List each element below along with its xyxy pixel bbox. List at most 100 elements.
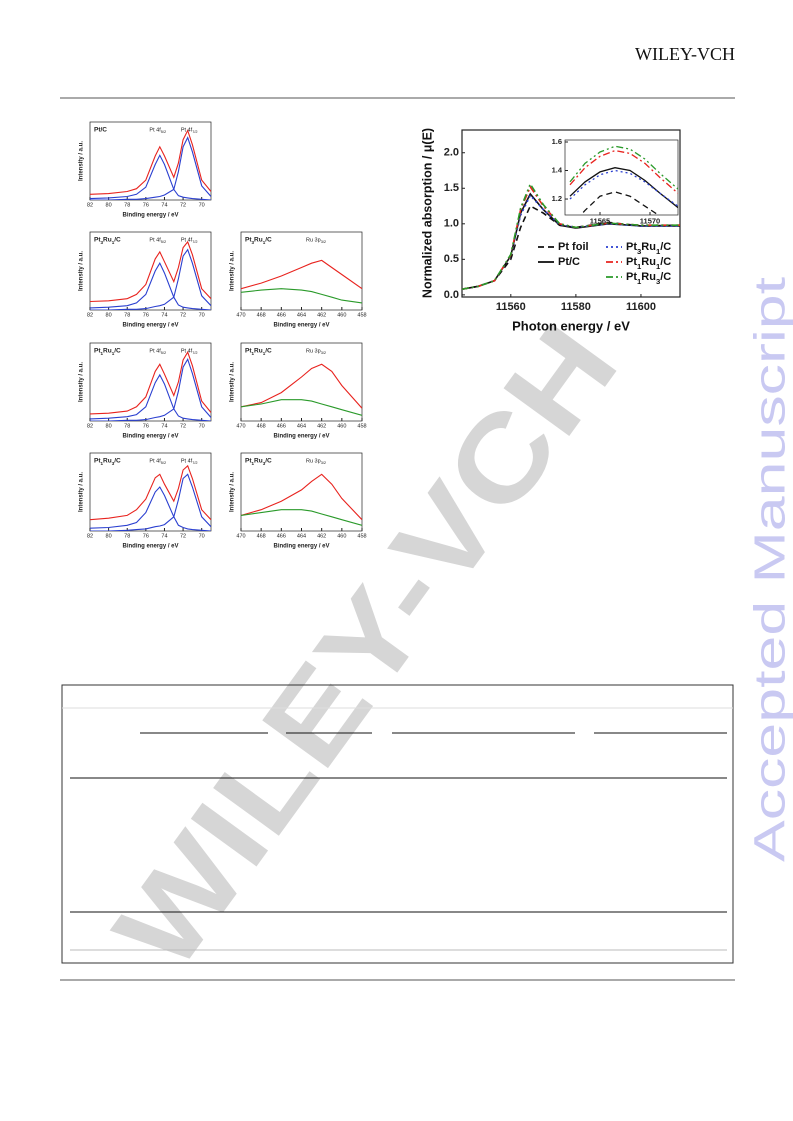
peak-label: Pt 4f5/2 <box>149 458 166 465</box>
x-tick-label: 78 <box>124 312 130 318</box>
y-axis-label: Intensity / a.u. <box>230 251 236 291</box>
legend-label: Pt/C <box>558 256 580 268</box>
plot-frame <box>89 121 212 201</box>
x-tick-label: 464 <box>297 533 306 539</box>
panel-title: Pt1Ru3/C <box>245 458 272 466</box>
x-tick-label: 458 <box>357 423 366 429</box>
xps-panel: 82 80 78 76 74 72 70 Pt1Ru3/C Binding energy / e… <box>79 452 212 550</box>
peak-label: Pt 4f5/2 <box>149 127 166 134</box>
xps-panel: 82 80 78 76 74 72 70 Pt3Ru1/C Binding energy / e… <box>79 231 212 329</box>
data-line <box>241 509 362 526</box>
data-line <box>90 464 211 521</box>
x-tick-label: 78 <box>124 423 130 429</box>
x-tick-label: 72 <box>180 423 186 429</box>
x-tick-label: 462 <box>317 533 326 539</box>
y-axis-label: Intensity / a.u. <box>79 251 85 291</box>
x-tick-label: 468 <box>257 423 266 429</box>
x-tick-label: 466 <box>277 533 286 539</box>
x-tick-label: 470 <box>236 423 245 429</box>
x-axis-label: Binding energy / eV <box>122 544 178 550</box>
x-tick-label: 82 <box>87 533 93 539</box>
x-tick-label: 78 <box>124 533 130 539</box>
x-axis-label: Binding energy / eV <box>273 323 329 329</box>
peak-label: Pt 4f7/2 <box>181 127 198 134</box>
data-line <box>241 259 362 290</box>
x-tick-label: 11600 <box>626 301 656 313</box>
data-line <box>90 248 211 310</box>
xps-panel: 470 468 466 464 462 460 458 Pt1Ru1/C Binding ene… <box>230 342 367 440</box>
data-line <box>90 473 211 531</box>
x-tick-label: 82 <box>87 202 93 208</box>
data-line <box>90 357 211 421</box>
y-axis-label: Intensity / a.u. <box>230 362 236 402</box>
data-line <box>569 149 678 194</box>
data-line <box>90 240 211 303</box>
y-tick-label: 2.0 <box>444 147 459 159</box>
x-tick-label: 462 <box>317 423 326 429</box>
panel-title: Pt3Ru1/C <box>94 237 121 245</box>
y-tick-label: 1.4 <box>552 165 563 174</box>
data-line <box>241 473 362 521</box>
data-line <box>241 363 362 409</box>
x-tick-label: 82 <box>87 423 93 429</box>
x-tick-label: 70 <box>199 423 205 429</box>
peak-label: Pt 4f7/2 <box>181 458 198 465</box>
plot-frame <box>240 231 363 311</box>
data-line <box>462 182 680 290</box>
x-tick-label: 76 <box>143 423 149 429</box>
peak-label: Pt 4f7/2 <box>181 237 198 244</box>
x-axis-label: Binding energy / eV <box>122 213 178 219</box>
x-tick-label: 11565 <box>590 217 610 226</box>
data-line <box>569 167 678 209</box>
x-tick-label: 70 <box>199 533 205 539</box>
x-tick-label: 76 <box>143 312 149 318</box>
xps-panel: 82 80 78 76 74 72 70 Pt1Ru1/C Binding energy / e… <box>79 342 212 440</box>
x-tick-label: 80 <box>106 202 112 208</box>
xps-panel: 82 80 78 76 74 72 70 Pt/C Binding energy / eV Int… <box>79 121 212 219</box>
x-tick-label: 11570 <box>640 217 660 226</box>
x-tick-label: 11580 <box>561 301 591 313</box>
x-tick-label: 74 <box>161 533 167 539</box>
x-tick-label: 458 <box>357 312 366 318</box>
peak-label: Ru 3p3/2 <box>306 458 326 465</box>
data-line <box>90 154 211 200</box>
panel-title: Pt1Ru1/C <box>245 348 272 356</box>
x-tick-label: 80 <box>106 533 112 539</box>
x-tick-label: 462 <box>317 312 326 318</box>
data-line <box>569 169 678 207</box>
xps-panel: 470 468 466 464 462 460 458 Pt1Ru3/C Binding ene… <box>230 452 367 550</box>
x-tick-label: 464 <box>297 312 306 318</box>
x-tick-label: 464 <box>297 423 306 429</box>
peak-label: Pt 4f5/2 <box>149 348 166 355</box>
x-tick-label: 74 <box>161 202 167 208</box>
legend-label: Pt foil <box>558 241 589 253</box>
y-axis-label: Intensity / a.u. <box>230 472 236 512</box>
x-tick-label: 70 <box>199 312 205 318</box>
x-tick-label: 466 <box>277 312 286 318</box>
panel-title: Pt3Ru1/C <box>245 237 272 245</box>
xps-panel: 470 468 466 464 462 460 458 Pt3Ru1/C Binding ene… <box>230 231 367 329</box>
x-tick-label: 460 <box>337 423 346 429</box>
y-axis-label: Normalized absorption / μ(E) <box>420 128 434 298</box>
y-tick-label: 1.0 <box>444 218 459 230</box>
y-axis-label: Intensity / a.u. <box>79 362 85 402</box>
x-tick-label: 72 <box>180 312 186 318</box>
panel-title: Pt1Ru1/C <box>94 348 121 356</box>
x-tick-label: 468 <box>257 312 266 318</box>
data-line <box>241 288 362 304</box>
y-tick-label: 1.2 <box>552 194 562 203</box>
y-axis-label: Intensity / a.u. <box>79 141 85 181</box>
y-tick-label: 0.5 <box>444 253 459 265</box>
data-line <box>90 262 211 310</box>
x-tick-label: 80 <box>106 423 112 429</box>
x-axis-label: Binding energy / eV <box>122 434 178 440</box>
data-line <box>90 129 211 195</box>
data-line <box>90 373 211 421</box>
panel-title: Pt/C <box>94 127 107 134</box>
x-tick-label: 466 <box>277 423 286 429</box>
table-frame <box>61 684 734 964</box>
peak-label: Pt 4f5/2 <box>149 237 166 244</box>
peak-label: Pt 4f7/2 <box>181 348 198 355</box>
data-line <box>241 399 362 416</box>
accepted-stamp: Accepted Manuscript <box>746 277 793 862</box>
